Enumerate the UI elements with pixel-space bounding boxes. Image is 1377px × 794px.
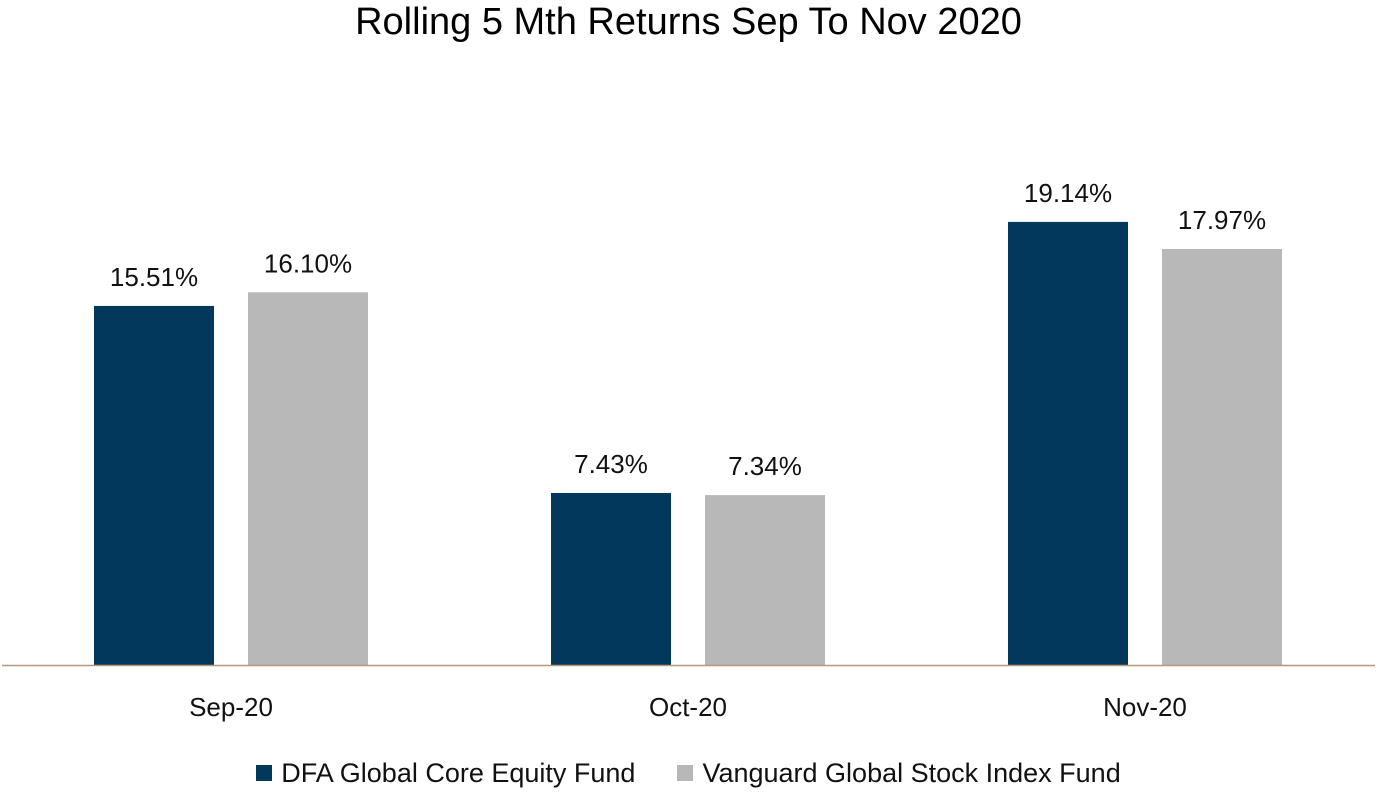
data-label: 16.10% [264, 248, 352, 278]
data-label: 19.14% [1024, 178, 1112, 208]
legend-item-dfa: DFA Global Core Equity Fund [256, 757, 635, 789]
data-label: 7.34% [728, 451, 802, 481]
x-tick-label: Oct-20 [649, 692, 727, 722]
x-tick-label: Nov-20 [1103, 692, 1187, 722]
x-tick-label: Sep-20 [189, 692, 273, 722]
chart-title: Rolling 5 Mth Returns Sep To Nov 2020 [355, 1, 1022, 43]
legend-item-vanguard: Vanguard Global Stock Index Fund [677, 757, 1121, 789]
bar-chart: 15.51% 7.43% 19.14% 16.10% 7.34% 17.97% Sep-20… [2, 178, 1375, 722]
legend-label-dfa: DFA Global Core Equity Fund [281, 758, 636, 788]
bar-dfa-nov-20 [1008, 221, 1128, 665]
legend-swatch-dfa [256, 765, 273, 781]
legend-label-vanguard: Vanguard Global Stock Index Fund [702, 758, 1121, 788]
data-label: 17.97% [1178, 205, 1266, 235]
bar-vanguard-oct-20 [705, 495, 825, 665]
data-label: 15.51% [110, 262, 198, 292]
legend: DFA Global Core Equity Fund Vanguard Glo… [0, 756, 1377, 790]
bar-dfa-sep-20 [94, 305, 214, 665]
bar-dfa-oct-20 [551, 492, 671, 665]
bar-vanguard-sep-20 [248, 292, 368, 665]
data-label: 7.43% [574, 449, 648, 479]
bar-vanguard-nov-20 [1162, 248, 1282, 665]
legend-swatch-vanguard [677, 765, 694, 781]
